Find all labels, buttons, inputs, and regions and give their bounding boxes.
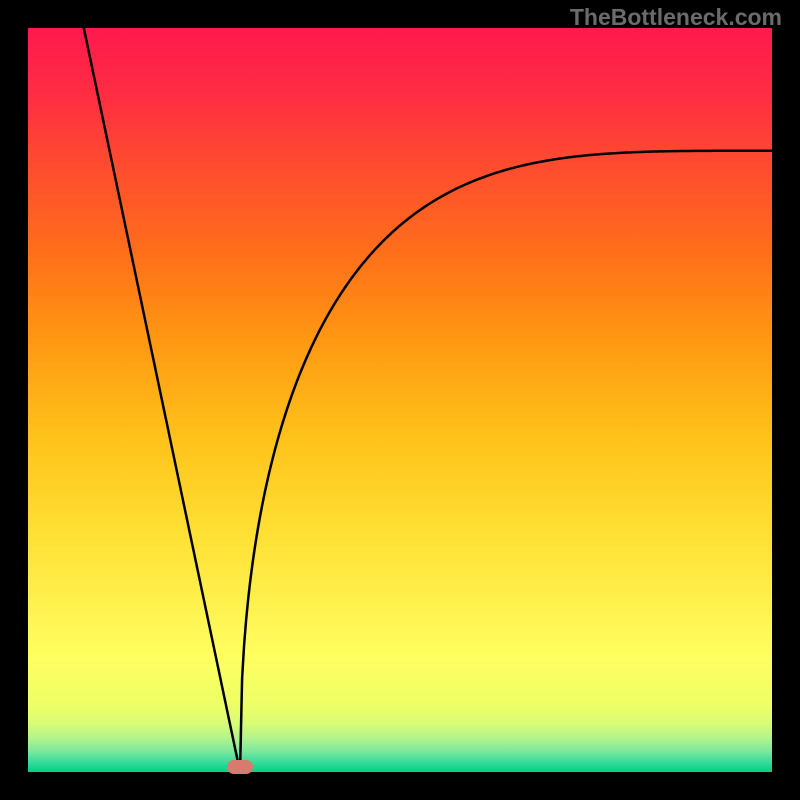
chart-container: TheBottleneck.com [0, 0, 800, 800]
plot-area [28, 28, 772, 772]
curve-minimum-marker [227, 760, 253, 774]
watermark-text: TheBottleneck.com [570, 4, 782, 31]
gradient-background [28, 28, 772, 772]
